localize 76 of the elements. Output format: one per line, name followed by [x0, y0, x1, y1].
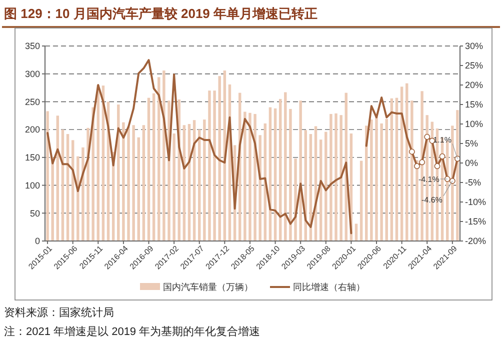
point	[408, 148, 415, 155]
y2-tick-label: 20%	[465, 80, 484, 90]
y-tick-label: 50	[30, 208, 40, 218]
y2-tick-label: -20%	[465, 236, 486, 246]
bar	[142, 125, 146, 241]
bar	[76, 156, 80, 241]
bar	[370, 120, 373, 241]
y-tick-label: 150	[24, 152, 40, 163]
bar	[330, 114, 332, 241]
bar	[258, 135, 262, 241]
bar	[354, 224, 358, 241]
y-tick-label: 300	[24, 69, 40, 80]
bar	[127, 126, 130, 241]
bar	[360, 160, 363, 241]
bar	[284, 92, 287, 241]
y2-tick-label: -10%	[465, 197, 486, 208]
point	[449, 178, 456, 184]
bar	[390, 98, 394, 241]
bar	[213, 90, 216, 241]
bar	[137, 137, 140, 241]
legend-label: 国内汽车销量（万辆）	[163, 282, 253, 292]
y2-tick-label: -5%	[465, 178, 482, 188]
bar	[132, 125, 135, 241]
bar	[456, 110, 459, 241]
text: 注：2021 年增速是以 2019 年为基期的年化复合增速	[4, 325, 260, 338]
bar	[410, 100, 414, 241]
bar	[395, 98, 398, 241]
point	[424, 134, 430, 140]
y-tick-label: 0	[34, 236, 40, 246]
y-tick-label: 250	[24, 96, 40, 107]
y2-tick-label: -15%	[465, 216, 486, 227]
y2-tick-label: 15%	[465, 100, 484, 110]
point	[419, 159, 426, 166]
bar	[122, 122, 125, 241]
bar	[82, 147, 84, 241]
bar	[117, 104, 120, 241]
y2-tick-label: 0%	[465, 158, 478, 168]
bar	[380, 123, 383, 241]
chart-title: 图 129：10 月国内汽车产量较 2019 年单月增速已转正	[4, 6, 318, 21]
y-tick-label: 200	[24, 124, 40, 135]
bar	[334, 113, 338, 241]
bar	[451, 126, 454, 241]
bar	[172, 133, 176, 241]
bar	[147, 98, 150, 241]
bar	[208, 90, 211, 241]
bar	[203, 120, 206, 241]
bar	[254, 114, 256, 241]
y2-tick-label: 30%	[465, 41, 484, 52]
bar	[86, 128, 90, 241]
bar	[162, 70, 166, 241]
annotation: -4.6%	[422, 196, 442, 205]
y2-tick-label: 10%	[465, 119, 484, 130]
annotation: -4.1%	[418, 174, 440, 184]
y2-tick-label: 5%	[465, 138, 478, 149]
bar	[324, 132, 328, 241]
bar	[152, 93, 156, 241]
bar	[244, 112, 246, 241]
y-tick-label: 350	[24, 41, 40, 52]
bar	[385, 118, 388, 241]
point	[414, 163, 420, 170]
annotation: 1.1%	[433, 136, 452, 145]
bar	[51, 157, 54, 241]
bar	[289, 108, 292, 241]
bar	[340, 115, 342, 241]
point	[439, 153, 446, 160]
bar	[46, 111, 49, 241]
bar	[218, 76, 221, 241]
bar	[299, 100, 302, 241]
bar	[375, 116, 378, 241]
y-tick-label: 100	[24, 180, 40, 190]
y2-tick-label: 25%	[465, 60, 484, 71]
bar	[416, 160, 418, 241]
legend-label: 同比增速（右轴）	[293, 282, 365, 292]
text: 资料来源：国家统计局	[4, 306, 114, 319]
bar	[248, 112, 252, 241]
point	[434, 163, 440, 170]
